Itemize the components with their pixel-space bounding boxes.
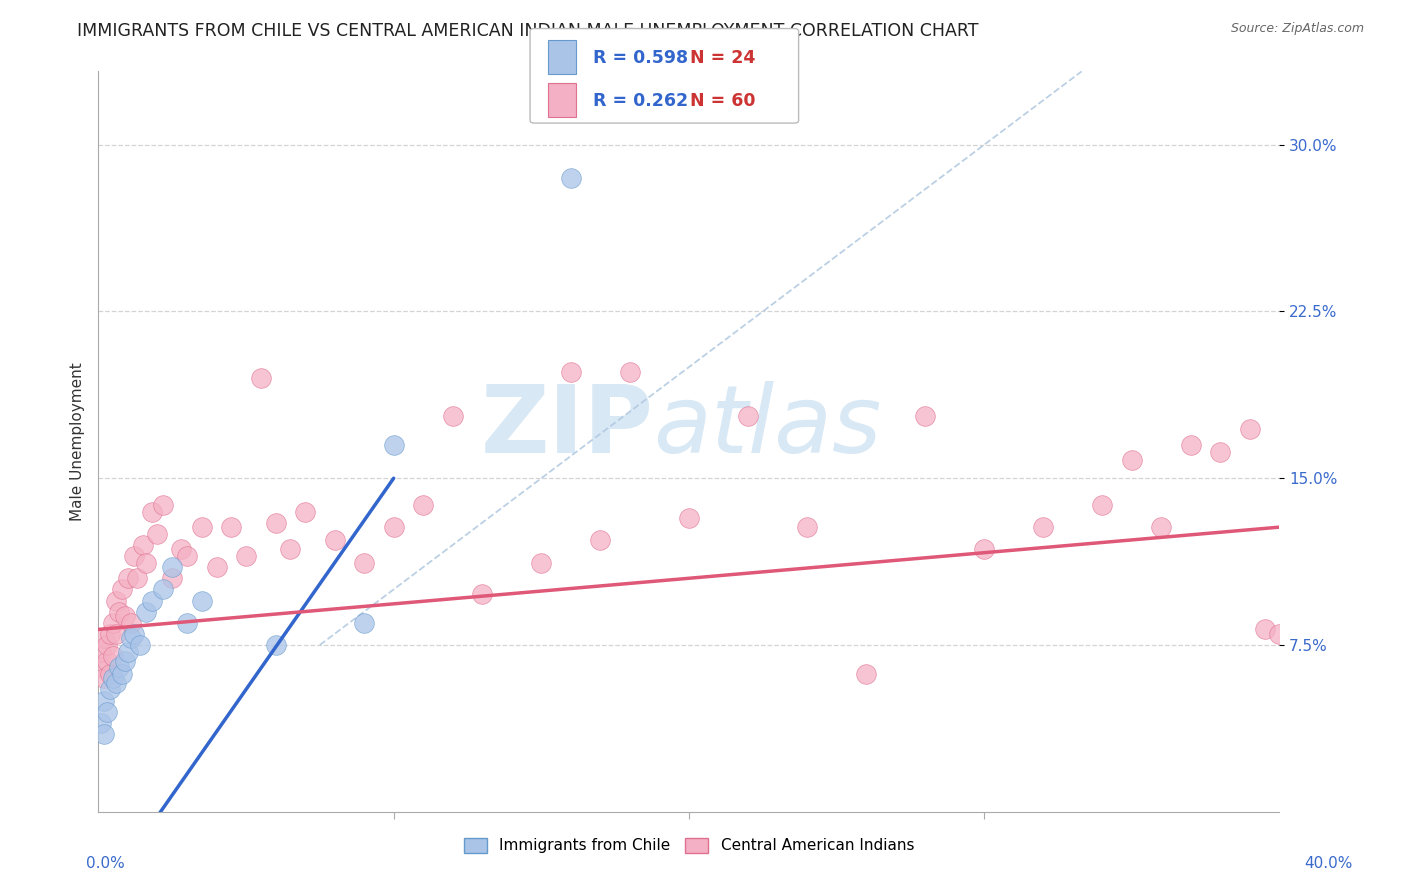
Point — [108, 605, 131, 619]
Point — [103, 615, 125, 630]
Text: N = 60: N = 60 — [690, 92, 756, 110]
Point — [146, 526, 169, 541]
Point — [619, 364, 641, 378]
Point — [796, 520, 818, 534]
Point — [90, 715, 112, 730]
Point — [103, 649, 125, 664]
Point — [412, 498, 434, 512]
Point — [135, 556, 157, 570]
Point — [280, 542, 302, 557]
Point — [93, 632, 115, 646]
Point — [294, 505, 316, 519]
Point — [441, 409, 464, 423]
Text: Source: ZipAtlas.com: Source: ZipAtlas.com — [1230, 22, 1364, 36]
Point — [117, 645, 139, 659]
Point — [1180, 438, 1202, 452]
Point — [1121, 453, 1143, 467]
Point — [353, 615, 375, 630]
Point — [120, 615, 142, 630]
Point — [114, 609, 136, 624]
Point — [176, 615, 198, 630]
Point — [93, 671, 115, 685]
Point — [973, 542, 995, 557]
Text: IMMIGRANTS FROM CHILE VS CENTRAL AMERICAN INDIAN MALE UNEMPLOYMENT CORRELATION C: IMMIGRANTS FROM CHILE VS CENTRAL AMERICA… — [77, 22, 979, 40]
Point — [135, 605, 157, 619]
Point — [141, 593, 163, 607]
Point — [162, 571, 183, 585]
Point — [1209, 444, 1232, 458]
Point — [120, 632, 142, 646]
Point — [132, 538, 155, 552]
Point — [678, 511, 700, 525]
Point — [1091, 498, 1114, 512]
Point — [162, 560, 183, 574]
Point — [122, 627, 145, 641]
Point — [117, 571, 139, 585]
Point — [90, 660, 112, 674]
Y-axis label: Male Unemployment: Male Unemployment — [69, 362, 84, 521]
Point — [1254, 623, 1277, 637]
Text: R = 0.262: R = 0.262 — [593, 92, 689, 110]
Point — [382, 438, 405, 452]
Point — [471, 587, 494, 601]
Point — [323, 533, 346, 548]
Point — [105, 675, 128, 690]
Point — [93, 693, 115, 707]
Point — [93, 727, 115, 741]
Point — [170, 542, 193, 557]
Point — [152, 582, 174, 597]
Point — [114, 654, 136, 668]
Point — [560, 364, 582, 378]
Point — [353, 556, 375, 570]
Text: ZIP: ZIP — [481, 381, 654, 473]
Point — [96, 654, 118, 668]
Point — [103, 671, 125, 685]
Point — [98, 666, 121, 681]
Text: 40.0%: 40.0% — [1305, 856, 1353, 871]
Point — [111, 582, 134, 597]
Point — [1268, 627, 1291, 641]
Point — [264, 638, 287, 652]
Point — [152, 498, 174, 512]
Point — [191, 520, 214, 534]
Point — [221, 520, 243, 534]
Text: N = 24: N = 24 — [690, 49, 755, 67]
Point — [191, 593, 214, 607]
Point — [589, 533, 612, 548]
Point — [264, 516, 287, 530]
Point — [98, 627, 121, 641]
Text: 0.0%: 0.0% — [86, 856, 125, 871]
Point — [108, 660, 131, 674]
Point — [111, 666, 134, 681]
Point — [382, 520, 405, 534]
Text: R = 0.598: R = 0.598 — [593, 49, 689, 67]
Point — [1032, 520, 1054, 534]
Point — [96, 638, 118, 652]
Point — [98, 682, 121, 697]
Point — [250, 371, 273, 385]
Point — [90, 645, 112, 659]
Point — [1239, 422, 1261, 436]
Point — [128, 638, 150, 652]
Point — [96, 705, 118, 719]
Point — [1150, 520, 1173, 534]
Point — [737, 409, 759, 423]
Point — [176, 549, 198, 563]
Point — [125, 571, 148, 585]
Point — [530, 556, 553, 570]
Point — [122, 549, 145, 563]
Point — [855, 666, 877, 681]
Point — [105, 593, 128, 607]
Point — [914, 409, 936, 423]
Point — [105, 627, 128, 641]
Text: atlas: atlas — [654, 381, 882, 472]
Point — [560, 171, 582, 186]
Point — [141, 505, 163, 519]
Point — [235, 549, 257, 563]
Point — [205, 560, 228, 574]
Legend: Immigrants from Chile, Central American Indians: Immigrants from Chile, Central American … — [458, 831, 920, 860]
